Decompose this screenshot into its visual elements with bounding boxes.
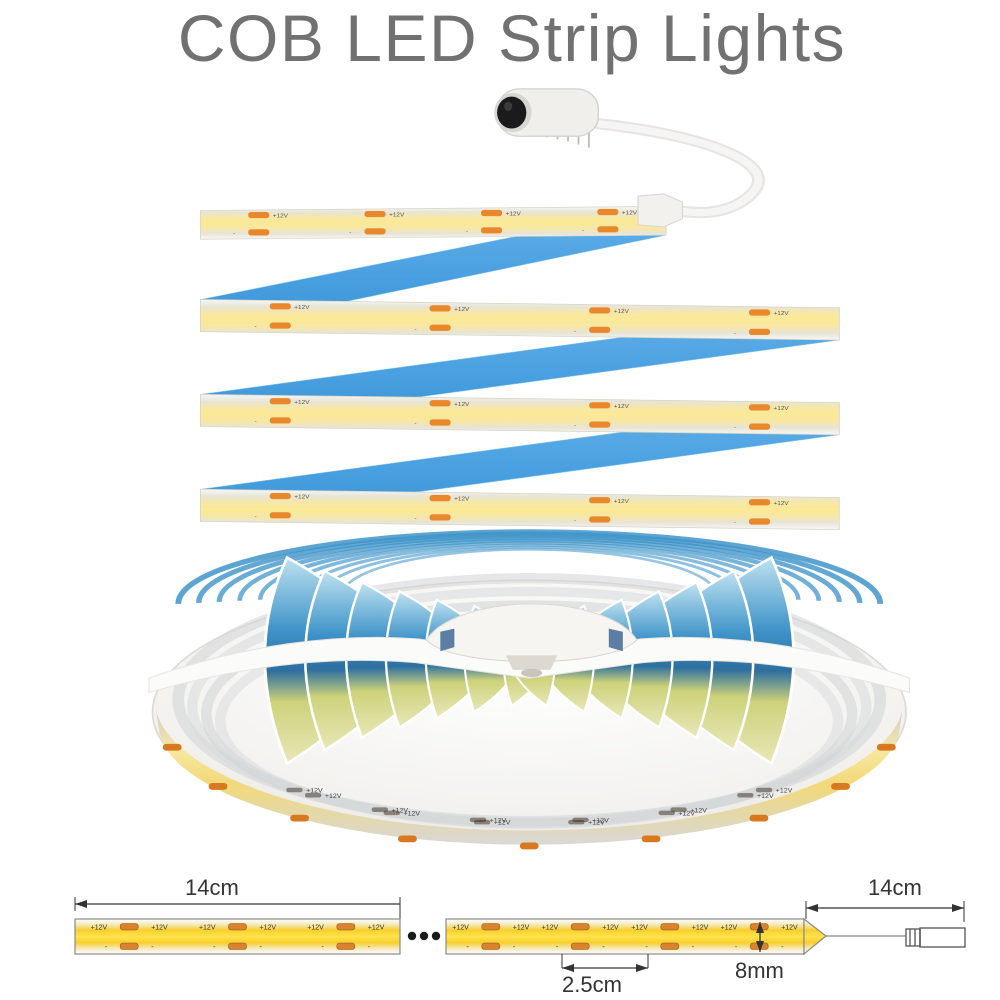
svg-text:-: - (255, 419, 257, 425)
svg-text:-: - (349, 230, 351, 236)
svg-text:+12V: +12V (454, 307, 469, 313)
svg-text:-: - (574, 329, 576, 335)
svg-text:+12V: +12V (678, 811, 695, 818)
svg-text:+12V: +12V (273, 214, 288, 220)
svg-text:-: - (466, 229, 468, 235)
svg-text:-: - (414, 421, 416, 427)
svg-text:+12V: +12V (614, 309, 629, 315)
svg-text:+12V: +12V (307, 924, 324, 931)
svg-text:+12V: +12V (614, 404, 629, 410)
svg-text:+12V: +12V (542, 924, 559, 931)
svg-text:+12V: +12V (774, 311, 789, 317)
svg-text:+12V: +12V (91, 924, 108, 931)
svg-text:+12V: +12V (403, 811, 420, 818)
svg-text:+12V: +12V (368, 924, 385, 931)
svg-text:+12V: +12V (622, 211, 637, 217)
svg-text:8mm: 8mm (735, 958, 784, 983)
svg-text:-: - (255, 514, 257, 520)
svg-text:+12V: +12V (325, 793, 342, 800)
svg-text:+12V: +12V (721, 924, 738, 931)
svg-text:+12V: +12V (588, 820, 605, 827)
svg-text:+12V: +12V (294, 495, 309, 501)
svg-text:-: - (414, 516, 416, 522)
svg-text:+12V: +12V (774, 406, 789, 412)
svg-text:-: - (255, 324, 257, 330)
svg-text:-: - (734, 331, 736, 337)
svg-text:-: - (233, 231, 235, 237)
svg-text:-: - (414, 327, 416, 333)
svg-text:+12V: +12V (494, 820, 511, 827)
svg-text:14cm: 14cm (868, 875, 922, 900)
svg-text:+12V: +12V (452, 924, 469, 931)
svg-text:+12V: +12V (199, 924, 216, 931)
svg-text:-: - (574, 518, 576, 524)
svg-text:+12V: +12V (614, 499, 629, 505)
svg-text:+12V: +12V (774, 501, 789, 507)
svg-text:+12V: +12V (454, 497, 469, 503)
svg-text:-: - (734, 520, 736, 526)
svg-text:+12V: +12V (781, 924, 798, 931)
svg-text:-: - (582, 228, 584, 234)
svg-text:+12V: +12V (602, 924, 619, 931)
svg-text:+12V: +12V (294, 305, 309, 311)
svg-text:14cm: 14cm (185, 875, 239, 900)
svg-text:-: - (734, 425, 736, 431)
svg-text:+12V: +12V (513, 924, 530, 931)
svg-text:+12V: +12V (506, 212, 521, 218)
svg-text:+12V: +12V (757, 793, 774, 800)
svg-text:+12V: +12V (631, 924, 648, 931)
svg-text:+12V: +12V (260, 924, 277, 931)
svg-text:+12V: +12V (294, 400, 309, 406)
svg-text:+12V: +12V (454, 402, 469, 408)
svg-text:+12V: +12V (389, 213, 404, 219)
svg-text:-: - (574, 423, 576, 429)
svg-text:+12V: +12V (692, 924, 709, 931)
svg-text:2.5cm: 2.5cm (562, 972, 622, 997)
svg-text:+12V: +12V (151, 924, 168, 931)
